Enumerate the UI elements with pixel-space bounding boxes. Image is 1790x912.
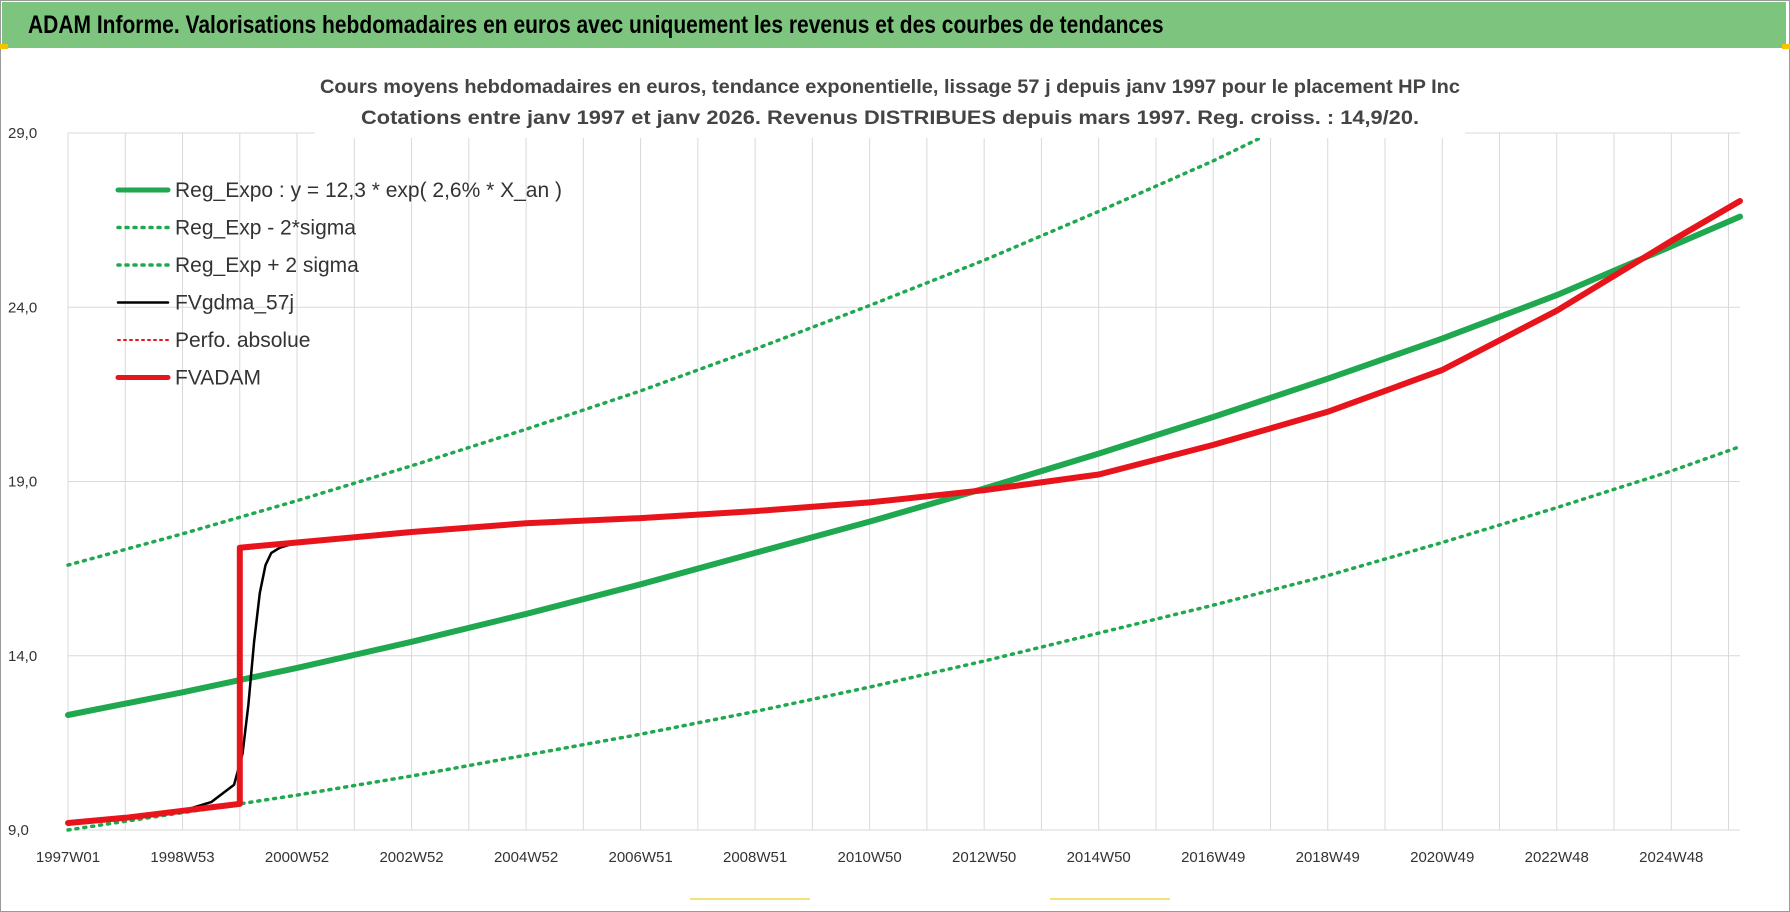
y-axis-ticks: 9,0 14,0 19,0 24,0 29,0 bbox=[8, 125, 37, 839]
series-line-5 bbox=[65, 198, 1743, 826]
legend-label: FVADAM bbox=[175, 367, 261, 390]
x-tick-label: 2000W52 bbox=[265, 849, 329, 866]
x-tick-label: 2022W48 bbox=[1525, 849, 1589, 866]
title-background bbox=[315, 68, 1465, 138]
bottom-marker-2 bbox=[1050, 898, 1170, 900]
x-tick-label: 2008W51 bbox=[723, 849, 787, 866]
legend-label: FVgdma_57j bbox=[175, 292, 294, 315]
x-tick-label: 2010W50 bbox=[838, 849, 902, 866]
legend-label: Perfo. absolue bbox=[175, 329, 310, 352]
x-tick-label: 1998W53 bbox=[150, 849, 214, 866]
y-tick-label: 14,0 bbox=[8, 648, 37, 665]
corner-marker-right bbox=[1782, 44, 1790, 49]
y-tick-label: 24,0 bbox=[8, 299, 37, 316]
x-axis-ticks: 1997W01 1998W53 2000W52 2002W52 2004W52 2006W… bbox=[36, 849, 1704, 866]
x-tick-label: 2012W50 bbox=[952, 849, 1016, 866]
series-line-0 bbox=[65, 213, 1743, 718]
x-tick-label: 2006W51 bbox=[608, 849, 672, 866]
chart-title: Cours moyens hebdomadaires en euros, ten… bbox=[320, 77, 1460, 98]
legend-label: Reg_Expo : y = 12,3 * exp( 2,6% * X_an ) bbox=[175, 179, 562, 202]
x-tick-label: 2020W49 bbox=[1410, 849, 1474, 866]
chart-subtitle: Cotations entre janv 1997 et janv 2026. … bbox=[361, 108, 1419, 129]
x-tick-label: 2016W49 bbox=[1181, 849, 1245, 866]
legend-label: Reg_Exp - 2*sigma bbox=[175, 217, 356, 240]
series-line-1 bbox=[66, 444, 1742, 832]
y-tick-label: 29,0 bbox=[8, 125, 37, 142]
x-tick-label: 2024W48 bbox=[1639, 849, 1703, 866]
corner-marker-left bbox=[0, 44, 8, 49]
y-tick-label: 9,0 bbox=[8, 822, 29, 839]
report-title: ADAM Informe. Valorisations hebdomadaire… bbox=[28, 11, 1164, 39]
report-banner: ADAM Informe. Valorisations hebdomadaire… bbox=[2, 2, 1786, 48]
x-tick-label: 2014W50 bbox=[1067, 849, 1131, 866]
y-tick-label: 19,0 bbox=[8, 474, 37, 491]
x-tick-label: 2018W49 bbox=[1296, 849, 1360, 866]
x-tick-label: 2004W52 bbox=[494, 849, 558, 866]
legend-label: Reg_Exp + 2 sigma bbox=[175, 254, 359, 277]
series-layer bbox=[65, 103, 1743, 832]
x-tick-label: 2002W52 bbox=[379, 849, 443, 866]
series-line-2 bbox=[66, 103, 1330, 567]
legend: Reg_Expo : y = 12,3 * exp( 2,6% * X_an )… bbox=[115, 179, 562, 390]
x-tick-label: 1997W01 bbox=[36, 849, 100, 866]
bottom-marker-1 bbox=[690, 898, 810, 900]
